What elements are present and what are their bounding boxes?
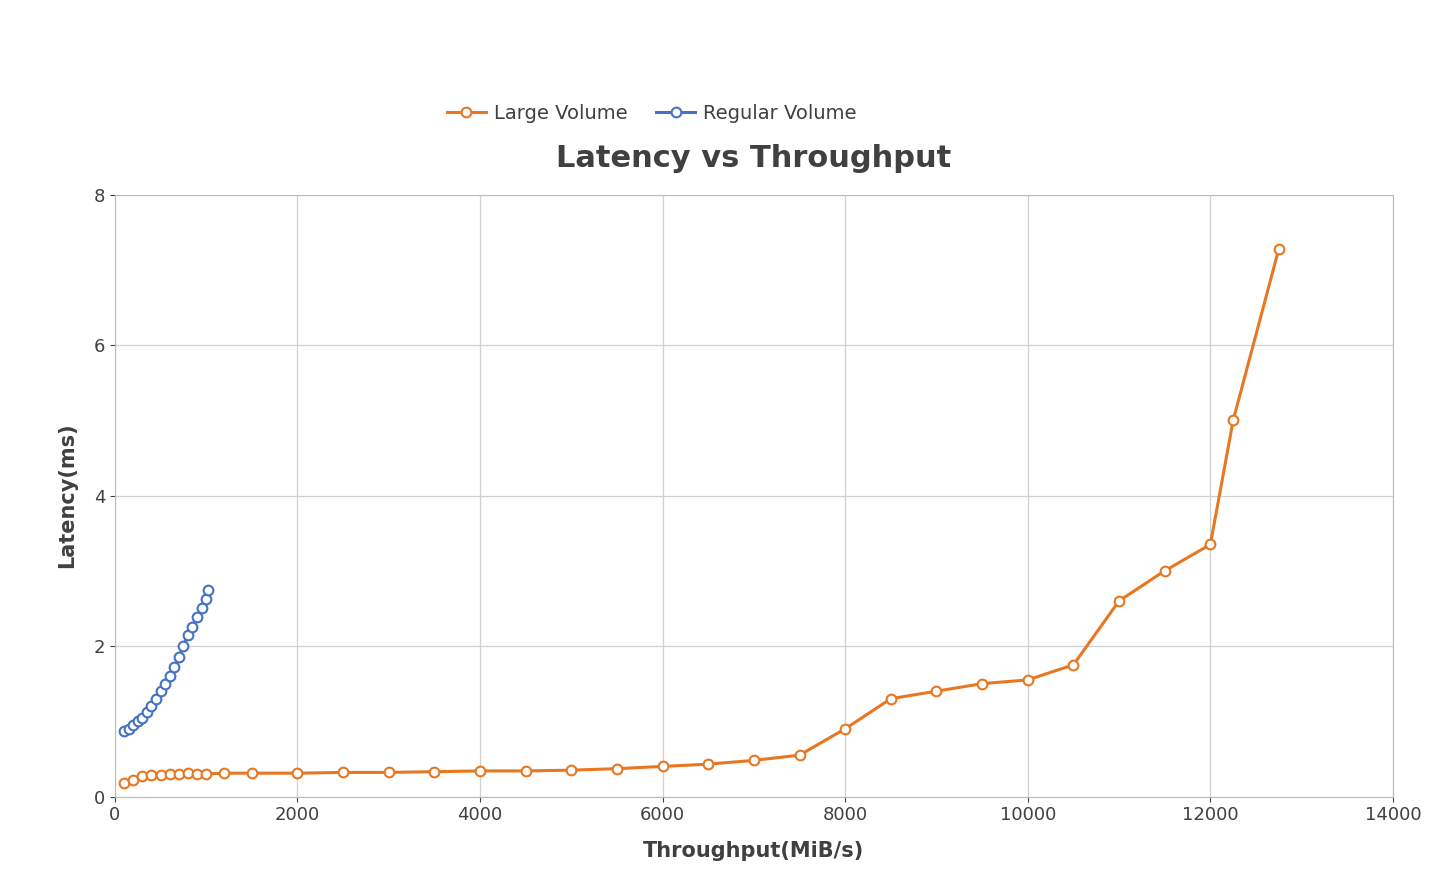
Large Volume bbox=[161, 768, 178, 780]
Large Volume bbox=[215, 768, 233, 779]
Regular Volume bbox=[184, 622, 201, 633]
Regular Volume bbox=[148, 694, 165, 704]
Large Volume bbox=[1110, 596, 1127, 606]
Large Volume bbox=[563, 765, 580, 775]
Regular Volume bbox=[198, 594, 215, 604]
Line: Large Volume: Large Volume bbox=[119, 244, 1284, 788]
Large Volume bbox=[882, 694, 899, 704]
Large Volume bbox=[134, 771, 151, 781]
Large Volume bbox=[152, 769, 169, 780]
Large Volume bbox=[699, 758, 717, 769]
Regular Volume bbox=[192, 604, 210, 614]
Large Volume bbox=[745, 755, 763, 766]
Regular Volume bbox=[175, 641, 192, 651]
Regular Volume bbox=[115, 726, 132, 736]
Regular Volume bbox=[180, 629, 197, 640]
Regular Volume bbox=[169, 652, 187, 663]
Large Volume bbox=[125, 774, 142, 785]
Y-axis label: Latency(ms): Latency(ms) bbox=[57, 423, 78, 568]
Regular Volume bbox=[152, 686, 169, 696]
Regular Volume bbox=[188, 612, 205, 623]
Large Volume bbox=[928, 686, 945, 696]
Regular Volume bbox=[125, 720, 142, 730]
Large Volume bbox=[653, 761, 671, 772]
Large Volume bbox=[837, 724, 854, 735]
Regular Volume bbox=[134, 712, 151, 723]
Large Volume bbox=[188, 768, 205, 780]
Large Volume bbox=[1271, 243, 1288, 254]
Large Volume bbox=[169, 768, 187, 780]
Large Volume bbox=[289, 768, 306, 779]
Large Volume bbox=[198, 768, 215, 780]
Regular Volume bbox=[200, 584, 217, 595]
X-axis label: Throughput(MiB/s): Throughput(MiB/s) bbox=[643, 841, 864, 861]
Large Volume bbox=[1020, 674, 1037, 685]
Large Volume bbox=[180, 768, 197, 779]
Large Volume bbox=[115, 778, 132, 789]
Title: Latency vs Throughput: Latency vs Throughput bbox=[556, 144, 952, 173]
Large Volume bbox=[335, 767, 352, 778]
Large Volume bbox=[974, 678, 991, 689]
Large Volume bbox=[791, 750, 808, 760]
Large Volume bbox=[609, 764, 626, 774]
Regular Volume bbox=[142, 701, 159, 712]
Legend: Large Volume, Regular Volume: Large Volume, Regular Volume bbox=[439, 96, 864, 131]
Large Volume bbox=[243, 768, 260, 779]
Regular Volume bbox=[129, 716, 146, 727]
Large Volume bbox=[1202, 539, 1219, 550]
Regular Volume bbox=[157, 678, 174, 689]
Large Volume bbox=[1225, 415, 1242, 426]
Large Volume bbox=[381, 767, 398, 778]
Large Volume bbox=[142, 770, 159, 781]
Large Volume bbox=[517, 766, 534, 776]
Regular Volume bbox=[165, 662, 182, 673]
Regular Volume bbox=[161, 671, 178, 681]
Line: Regular Volume: Regular Volume bbox=[119, 585, 213, 736]
Regular Volume bbox=[138, 707, 155, 718]
Large Volume bbox=[1064, 659, 1083, 670]
Regular Volume bbox=[121, 724, 138, 735]
Large Volume bbox=[471, 766, 488, 776]
Large Volume bbox=[1156, 566, 1173, 576]
Large Volume bbox=[425, 766, 442, 777]
